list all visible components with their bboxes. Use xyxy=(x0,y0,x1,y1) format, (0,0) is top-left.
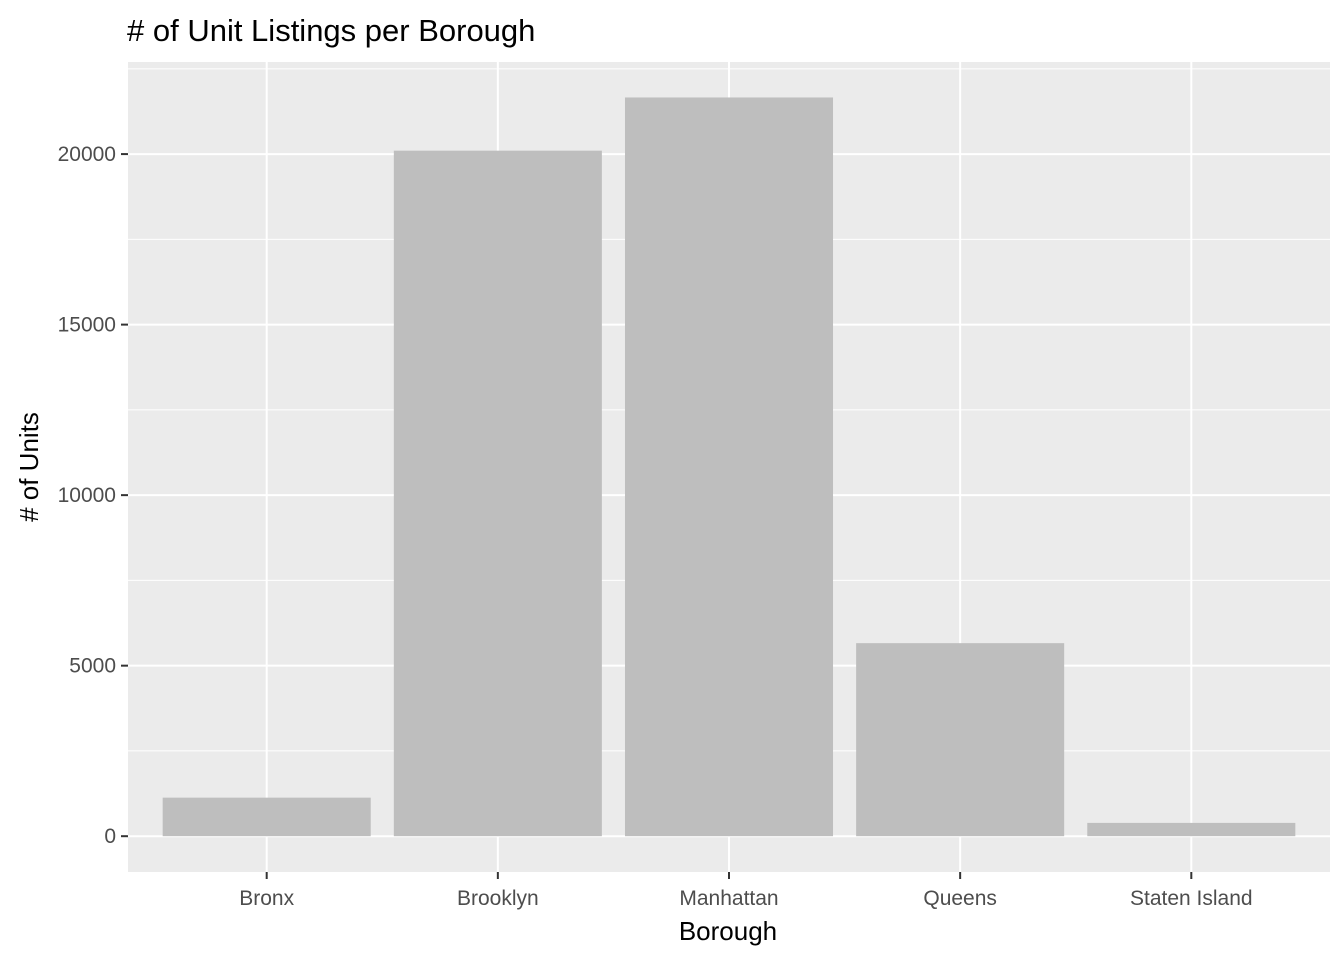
y-tick-label: 5000 xyxy=(69,655,116,678)
x-tick-label: Staten Island xyxy=(1130,887,1253,910)
x-tick-label: Brooklyn xyxy=(457,887,539,910)
y-axis: 0 5000 10000 15000 20000 xyxy=(58,143,128,848)
bar-brooklyn xyxy=(393,150,602,837)
y-tick-label: 15000 xyxy=(58,314,116,337)
bar-bronx xyxy=(162,797,371,837)
bar-staten-island xyxy=(1087,822,1296,837)
x-tick-label: Manhattan xyxy=(679,887,778,910)
y-tick-label: 0 xyxy=(104,825,116,848)
y-tick-label: 10000 xyxy=(58,484,116,507)
y-tick-label: 20000 xyxy=(58,143,116,166)
x-tick-label: Bronx xyxy=(239,887,294,910)
x-axis-title: Borough xyxy=(679,916,777,946)
bar-manhattan xyxy=(624,97,834,837)
chart-title: # of Unit Listings per Borough xyxy=(127,13,535,48)
bars xyxy=(162,97,1296,837)
x-axis: Bronx Brooklyn Manhattan Queens Staten Islan… xyxy=(239,872,1253,910)
y-axis-title: # of Units xyxy=(14,412,44,522)
x-tick-label: Queens xyxy=(923,887,997,910)
bar-queens xyxy=(856,643,1065,837)
